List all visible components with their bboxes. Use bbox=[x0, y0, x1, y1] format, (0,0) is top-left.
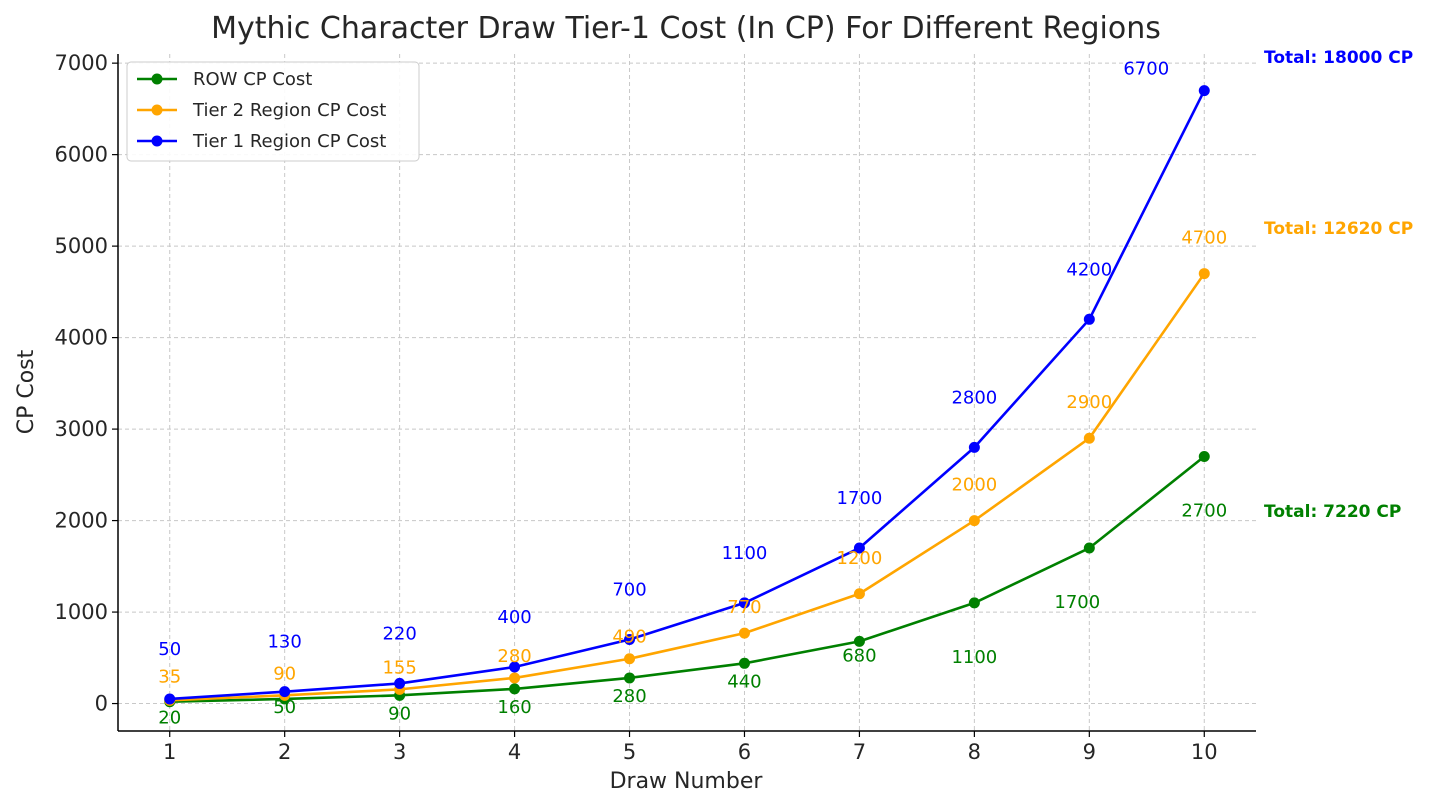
data-point bbox=[624, 634, 636, 646]
data-point bbox=[1198, 268, 1210, 280]
data-label: 490 bbox=[612, 627, 646, 648]
data-point bbox=[738, 597, 750, 609]
x-tick-label: 9 bbox=[1083, 740, 1096, 764]
data-point bbox=[1083, 542, 1095, 554]
legend-swatch-marker bbox=[151, 135, 163, 147]
legend: ROW CP Cost Tier 2 Region CP Cost Tier 1 R… bbox=[126, 61, 420, 162]
data-label: 2800 bbox=[951, 387, 997, 408]
data-label: 440 bbox=[727, 671, 761, 692]
data-label: 90 bbox=[273, 663, 296, 684]
data-label: 1700 bbox=[837, 488, 883, 509]
data-point bbox=[509, 661, 521, 673]
data-point bbox=[509, 672, 521, 684]
data-point bbox=[164, 693, 176, 705]
legend-swatch-marker bbox=[151, 73, 163, 85]
series bbox=[164, 85, 1210, 708]
data-label: 2700 bbox=[1181, 501, 1227, 522]
data-label: 280 bbox=[612, 686, 646, 707]
data-label: 50 bbox=[158, 639, 181, 660]
data-point bbox=[738, 657, 750, 669]
data-point bbox=[853, 588, 865, 600]
y-tick-label: 7000 bbox=[55, 51, 108, 75]
data-point bbox=[1198, 85, 1210, 97]
total-label: Total: 12620 CP bbox=[1264, 219, 1413, 239]
data-label: 35 bbox=[158, 666, 181, 687]
y-tick-label: 0 bbox=[95, 692, 108, 716]
data-label: 130 bbox=[267, 632, 301, 653]
data-label: 1100 bbox=[722, 543, 768, 564]
data-label: 2000 bbox=[951, 475, 997, 496]
x-tick-label: 1 bbox=[163, 740, 176, 764]
total-label: Total: 7220 CP bbox=[1264, 502, 1401, 522]
data-point bbox=[624, 672, 636, 684]
x-tick-label: 6 bbox=[738, 740, 751, 764]
x-tick-label: 8 bbox=[968, 740, 981, 764]
data-label: 1100 bbox=[951, 647, 997, 668]
total-labels: Total: 7220 CP Total: 12620 CP Total: 1800… bbox=[1264, 48, 1413, 522]
data-point bbox=[1198, 451, 1210, 463]
series-line bbox=[169, 272, 1206, 702]
y-tick-label: 1000 bbox=[55, 600, 108, 624]
data-point bbox=[968, 515, 980, 527]
data-point bbox=[1083, 313, 1095, 325]
series-line bbox=[169, 455, 1206, 704]
data-label: 680 bbox=[842, 645, 876, 666]
data-label: 2900 bbox=[1066, 392, 1112, 413]
x-axis-label: Draw Number bbox=[610, 769, 764, 794]
y-tick-label: 3000 bbox=[55, 417, 108, 441]
data-label: 20 bbox=[158, 708, 181, 729]
legend-entry: Tier 1 Region CP Cost bbox=[192, 131, 386, 152]
y-tick-label: 2000 bbox=[55, 509, 108, 533]
data-label: 155 bbox=[382, 657, 416, 678]
x-tick-label: 7 bbox=[853, 740, 866, 764]
data-point bbox=[394, 677, 406, 689]
data-label: 700 bbox=[612, 580, 646, 601]
legend-box bbox=[126, 61, 420, 162]
data-label: 280 bbox=[497, 646, 531, 667]
data-label: 4700 bbox=[1181, 228, 1227, 249]
legend-entry: Tier 2 Region CP Cost bbox=[192, 100, 386, 121]
x-tick-label: 5 bbox=[623, 740, 636, 764]
data-label: 160 bbox=[497, 697, 531, 718]
data-label: 1700 bbox=[1054, 592, 1100, 613]
data-label: 770 bbox=[727, 597, 761, 618]
data-point bbox=[853, 542, 865, 554]
series-line bbox=[169, 90, 1206, 701]
y-tick-label: 4000 bbox=[55, 326, 108, 350]
data-label: 50 bbox=[273, 697, 296, 718]
data-point bbox=[1083, 432, 1095, 444]
data-label: 1200 bbox=[837, 548, 883, 569]
y-tick-label: 6000 bbox=[55, 143, 108, 167]
x-tick-label: 4 bbox=[508, 740, 521, 764]
data-point bbox=[279, 686, 291, 698]
data-label: 220 bbox=[382, 623, 416, 644]
axis-ticks: 1 2 3 4 5 6 7 8 9 10 0 1000 2000 3000 4000 5000 6000 7000 bbox=[55, 51, 1218, 764]
legend-swatch-marker bbox=[151, 104, 163, 116]
data-label: 400 bbox=[497, 607, 531, 628]
data-point bbox=[624, 653, 636, 665]
data-label: 6700 bbox=[1123, 59, 1169, 80]
data-label: 4200 bbox=[1066, 259, 1112, 280]
data-point bbox=[509, 683, 521, 695]
data-point bbox=[968, 441, 980, 453]
x-tick-label: 10 bbox=[1191, 740, 1218, 764]
data-labels: 20 50 90 160 280 440 680 1100 1700 2700 35 90 155 280… bbox=[158, 59, 1227, 729]
data-label: 90 bbox=[388, 703, 411, 724]
x-tick-label: 3 bbox=[393, 740, 406, 764]
x-tick-label: 2 bbox=[278, 740, 291, 764]
legend-entry: ROW CP Cost bbox=[193, 69, 312, 90]
chart-title: Mythic Character Draw Tier-1 Cost (In CP… bbox=[211, 11, 1161, 46]
data-point bbox=[968, 597, 980, 609]
data-point bbox=[738, 627, 750, 639]
y-tick-label: 5000 bbox=[55, 234, 108, 258]
total-label: Total: 18000 CP bbox=[1264, 48, 1413, 68]
data-point bbox=[853, 635, 865, 647]
y-axis-label: CP Cost bbox=[14, 349, 39, 434]
